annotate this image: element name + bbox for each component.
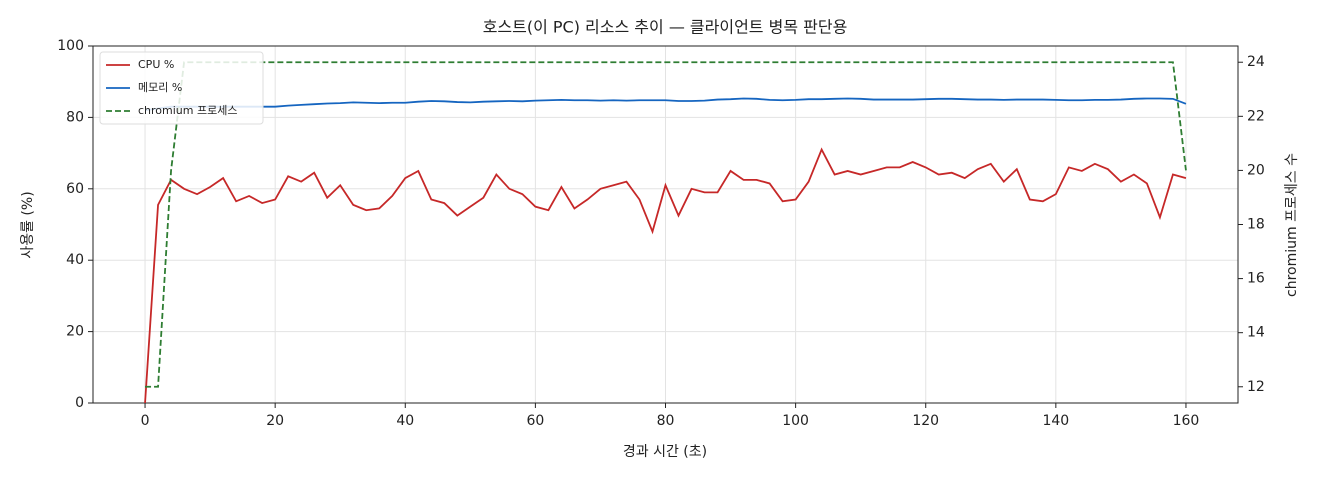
y2-axis-label: chromium 프로세스 수 — [1284, 153, 1300, 297]
x-tick-label: 40 — [396, 413, 414, 429]
x-tick-label: 80 — [657, 413, 675, 429]
x-tick-label: 160 — [1173, 413, 1200, 429]
y-tick-label: 80 — [66, 109, 84, 125]
y2-tick-label: 20 — [1247, 162, 1265, 178]
y2-tick-label: 22 — [1247, 108, 1265, 124]
legend-label: CPU % — [138, 58, 174, 71]
x-tick-label: 0 — [141, 413, 150, 429]
y-axis-label: 사용률 (%) — [20, 191, 36, 258]
x-tick-label: 60 — [526, 413, 544, 429]
series-line — [144, 147, 1187, 404]
y-tick-label: 0 — [75, 395, 84, 411]
x-axis-label: 경과 시간 (초) — [623, 444, 707, 460]
series-line — [144, 97, 1187, 112]
series-line — [145, 61, 1187, 388]
x-tick-label: 120 — [912, 413, 939, 429]
chart-title: 호스트(이 PC) 리소스 추이 — 클라이언트 병목 판단용 — [483, 18, 848, 37]
plot-frame — [92, 45, 1239, 404]
legend-box — [99, 51, 264, 125]
y-tick-label: 60 — [66, 181, 84, 197]
y-tick-label: 40 — [66, 252, 84, 268]
y2-tick-label: 14 — [1247, 325, 1265, 341]
x-tick-label: 100 — [782, 413, 809, 429]
legend-label: 메모리 % — [138, 81, 182, 94]
y-tick-label: 20 — [66, 324, 84, 340]
y-tick-label: 100 — [57, 38, 84, 54]
y2-tick-label: 18 — [1247, 217, 1265, 233]
y2-tick-label: 24 — [1247, 54, 1265, 70]
y2-tick-label: 12 — [1247, 379, 1265, 395]
x-tick-label: 140 — [1042, 413, 1069, 429]
x-tick-label: 20 — [266, 413, 284, 429]
legend-label: chromium 프로세스 — [138, 104, 237, 117]
y2-tick-label: 16 — [1247, 271, 1265, 287]
